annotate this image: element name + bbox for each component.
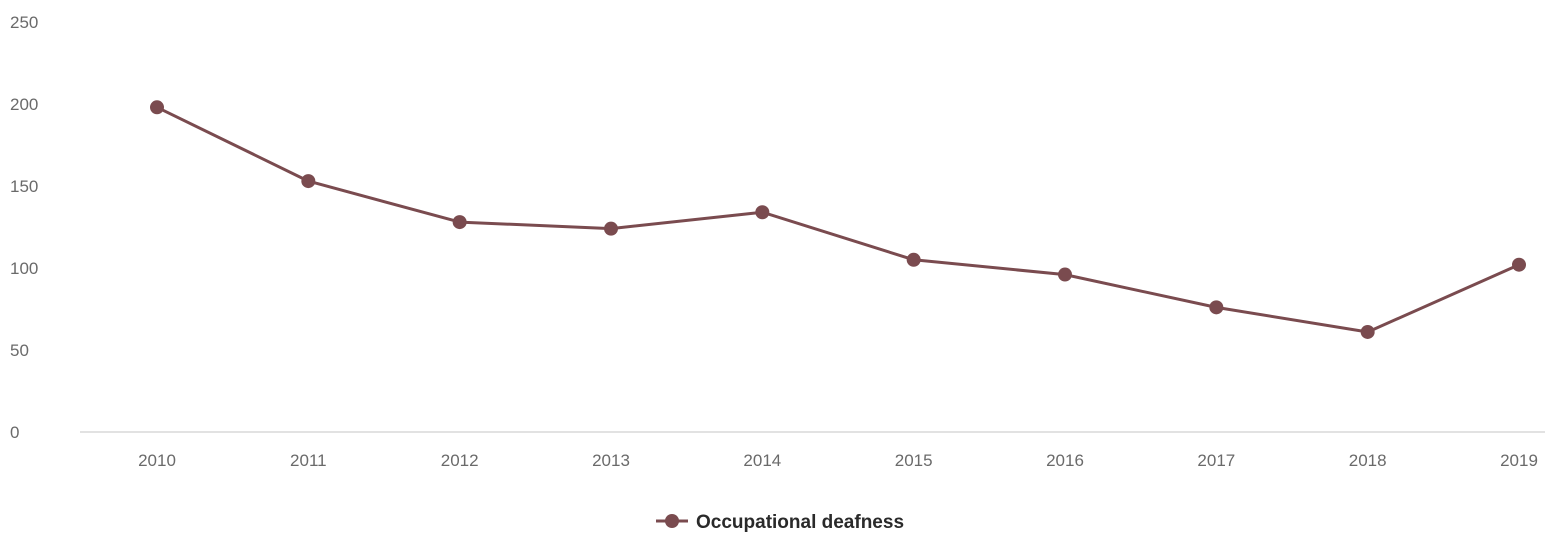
y-tick-label: 0 (10, 423, 19, 442)
data-point[interactable] (1512, 257, 1526, 272)
data-point[interactable] (604, 221, 618, 236)
data-point[interactable] (906, 252, 921, 267)
x-tick-label: 2017 (1197, 451, 1235, 470)
data-point[interactable] (452, 215, 467, 230)
x-tick-label: 2014 (743, 451, 781, 470)
x-tick-label: 2016 (1046, 451, 1084, 470)
data-point[interactable] (1058, 267, 1072, 282)
y-tick-label: 50 (10, 341, 29, 360)
data-point[interactable] (1360, 324, 1375, 339)
legend[interactable]: Occupational deafness (656, 512, 904, 533)
legend-marker (665, 514, 679, 528)
x-tick-label: 2019 (1500, 451, 1538, 470)
x-axis-ticks: 2010 2011 2012 2013 2014 2015 2016 2017 2018 2019 (138, 451, 1538, 470)
legend-label: Occupational deafness (696, 512, 904, 533)
y-axis-ticks: 0 50 100 150 200 250 (10, 13, 38, 442)
y-tick-label: 250 (10, 13, 38, 32)
x-tick-label: 2012 (441, 451, 479, 470)
x-tick-label: 2010 (138, 451, 176, 470)
data-point[interactable] (755, 205, 770, 220)
x-tick-label: 2018 (1349, 451, 1387, 470)
data-point[interactable] (150, 100, 164, 115)
y-tick-label: 100 (10, 259, 38, 278)
y-tick-label: 150 (10, 177, 38, 196)
x-tick-label: 2013 (592, 451, 630, 470)
y-tick-label: 200 (10, 95, 38, 114)
series-points (150, 100, 1526, 339)
series-line-occupational-deafness (156, 105, 1520, 334)
x-tick-label: 2015 (895, 451, 933, 470)
data-point[interactable] (301, 174, 316, 189)
x-tick-label: 2011 (290, 451, 327, 470)
data-point[interactable] (1209, 300, 1224, 315)
